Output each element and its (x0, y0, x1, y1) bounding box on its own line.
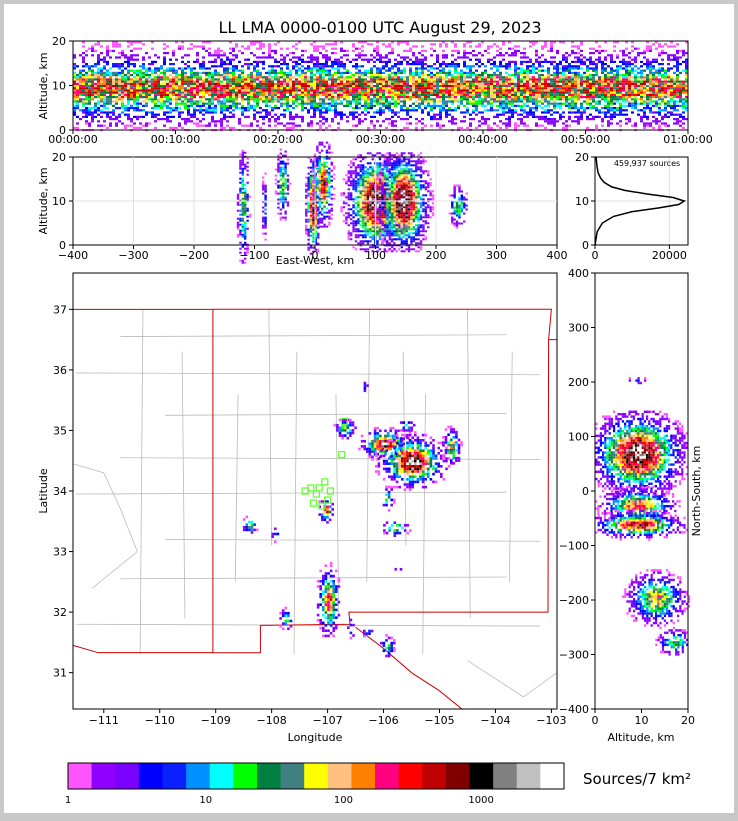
north-south-ytick-label: 300 (568, 322, 589, 335)
altitude-eastwest-ylabel: Altitude, km (37, 167, 50, 234)
plan-view-ytick-label: 35 (53, 424, 67, 437)
altitude-time-ytick-label: 20 (52, 35, 66, 48)
colorbar-swatch (446, 763, 470, 789)
plan-view-ylabel: Latitude (37, 468, 50, 514)
colorbar-swatch (186, 763, 210, 789)
plan-view-xtick-label: −111 (89, 714, 119, 727)
north-south-ytick-label: 400 (568, 267, 589, 280)
north-south-xtick-label: 20 (681, 714, 695, 727)
colorbar-swatch (92, 763, 116, 789)
north-south-ytick-label: −300 (559, 649, 589, 662)
north-south-ytick-label: 100 (568, 431, 589, 444)
colorbar-swatch (68, 763, 92, 789)
altitude-time-xtick-label: 00:20:00 (253, 133, 302, 146)
north-south-ytick-label: −100 (559, 540, 589, 553)
altitude-eastwest-xtick-label: 400 (547, 249, 568, 262)
colorbar-swatch (351, 763, 375, 789)
altitude-eastwest-xlabel: East-West, km (276, 254, 354, 267)
altitude-eastwest-xtick-label: −300 (118, 249, 148, 262)
colorbar-swatch (210, 763, 234, 789)
colorbar-swatches (68, 763, 565, 789)
colorbar-swatch (422, 763, 446, 789)
colorbar-swatch (257, 763, 281, 789)
north-south-ytick-label: 0 (582, 485, 589, 498)
plan-view-xtick-label: −104 (480, 714, 510, 727)
colorbar-swatch (399, 763, 423, 789)
altitude-eastwest-xtick-label: 300 (486, 249, 507, 262)
altitude-time-xtick-label: 00:40:00 (458, 133, 507, 146)
source-histogram-ytick-label: 10 (575, 195, 589, 208)
altitude-eastwest-ytick-label: 0 (59, 239, 66, 252)
colorbar-swatch (375, 763, 399, 789)
north-south-ytick-label: −200 (559, 594, 589, 607)
source-histogram-xtick-label: 20000 (652, 249, 687, 262)
source-histogram-ytick-label: 0 (582, 239, 589, 252)
north-south-xlabel: Altitude, km (607, 731, 674, 744)
plan-view-xtick-label: −107 (312, 714, 342, 727)
colorbar-swatch (517, 763, 541, 789)
colorbar-tick-label: 10 (199, 795, 212, 806)
colorbar-swatch (470, 763, 494, 789)
plan-view-ytick-label: 34 (53, 485, 67, 498)
colorbar-swatch (139, 763, 163, 789)
plan-view-xtick-label: −106 (368, 714, 398, 727)
source-histogram-xtick-label: 0 (592, 249, 599, 262)
altitude-eastwest-xtick-label: −100 (239, 249, 269, 262)
altitude-time-ylabel: Altitude, km (37, 52, 50, 119)
colorbar-swatch (304, 763, 328, 789)
figure-background (4, 4, 734, 813)
altitude-eastwest-xtick-label: 200 (426, 249, 447, 262)
colorbar-swatch (540, 763, 564, 789)
altitude-eastwest-xtick-label: −200 (179, 249, 209, 262)
colorbar-swatch (281, 763, 305, 789)
altitude-time-xtick-label: 00:30:00 (356, 133, 405, 146)
altitude-eastwest-ytick-label: 20 (52, 151, 66, 164)
colorbar-swatch (115, 763, 139, 789)
altitude-time-xtick-label: 00:50:00 (561, 133, 610, 146)
colorbar-swatch (328, 763, 352, 789)
altitude-time-ytick-label: 10 (52, 80, 66, 93)
north-south-xtick-label: 10 (635, 714, 649, 727)
colorbar-label: Sources/7 km² (583, 770, 691, 788)
plan-view-xtick-label: −110 (145, 714, 175, 727)
colorbar-tick-label: 1000 (468, 795, 493, 806)
altitude-time-xtick-label: 01:00:00 (663, 133, 712, 146)
source-histogram-ytick-label: 20 (575, 151, 589, 164)
colorbar-swatch (162, 763, 186, 789)
plan-view-xtick-label: −105 (424, 714, 454, 727)
plan-view-ytick-label: 32 (53, 606, 67, 619)
plan-view-ytick-label: 36 (53, 364, 67, 377)
plan-view-xtick-label: −109 (201, 714, 231, 727)
figure-title: LL LMA 0000-0100 UTC August 29, 2023 (218, 18, 541, 37)
colorbar-tick-label: 1 (65, 795, 71, 806)
plan-view-ytick-label: 37 (53, 303, 67, 316)
north-south-ylabel: North-South, km (690, 446, 703, 537)
altitude-time-xtick-label: 00:00:00 (48, 133, 97, 146)
north-south-ytick-label: −400 (559, 703, 589, 716)
north-south-ytick-label: 200 (568, 376, 589, 389)
altitude-eastwest-xtick-label: 100 (365, 249, 386, 262)
plan-view-ytick-label: 33 (53, 546, 67, 559)
altitude-eastwest-ytick-label: 10 (52, 195, 66, 208)
plan-view-ytick-label: 31 (53, 667, 67, 680)
colorbar-swatch (493, 763, 517, 789)
source-count-annotation: 459,937 sources (614, 159, 680, 168)
colorbar-swatch (233, 763, 257, 789)
north-south-xtick-label: 0 (592, 714, 599, 727)
plan-view-xtick-label: −108 (257, 714, 287, 727)
colorbar-tick-label: 100 (334, 795, 353, 806)
plan-view-xlabel: Longitude (288, 731, 343, 744)
altitude-time-xtick-label: 00:10:00 (151, 133, 200, 146)
